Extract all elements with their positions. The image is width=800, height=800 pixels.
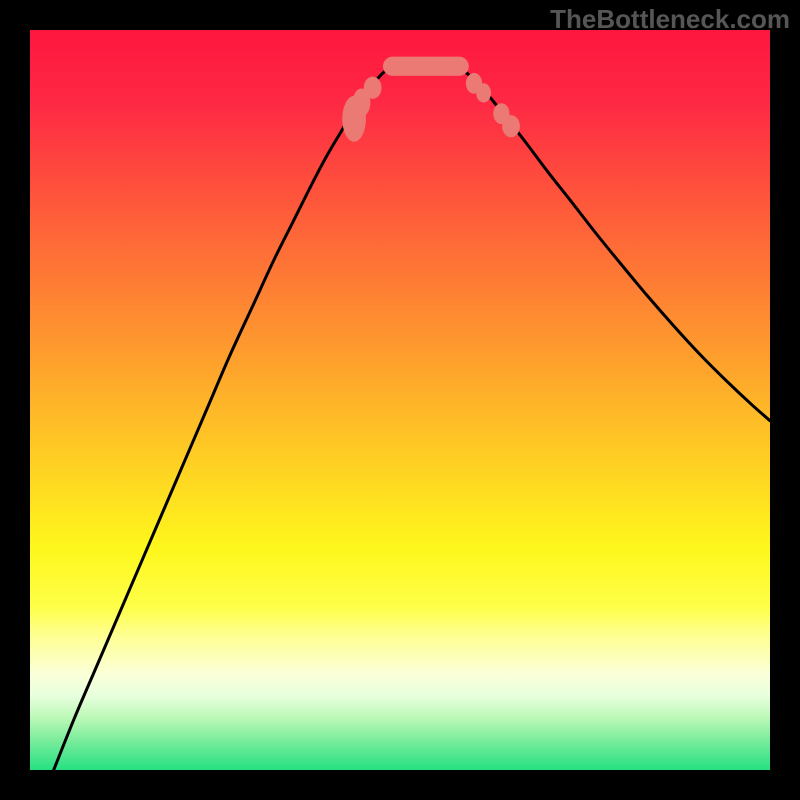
marker-ellipse xyxy=(364,77,382,99)
marker-ellipse xyxy=(502,115,520,137)
marker-ellipse xyxy=(466,73,482,94)
marker-ellipse xyxy=(342,96,366,142)
marker-ellipse xyxy=(493,103,509,124)
left-curve xyxy=(54,61,404,770)
marker-ellipse xyxy=(353,88,371,116)
watermark-text: TheBottleneck.com xyxy=(550,4,790,35)
chart-svg xyxy=(30,30,770,770)
right-curve xyxy=(444,61,770,421)
marker-ellipse xyxy=(476,83,491,102)
plot-area xyxy=(30,30,770,770)
marker-group xyxy=(342,66,520,141)
